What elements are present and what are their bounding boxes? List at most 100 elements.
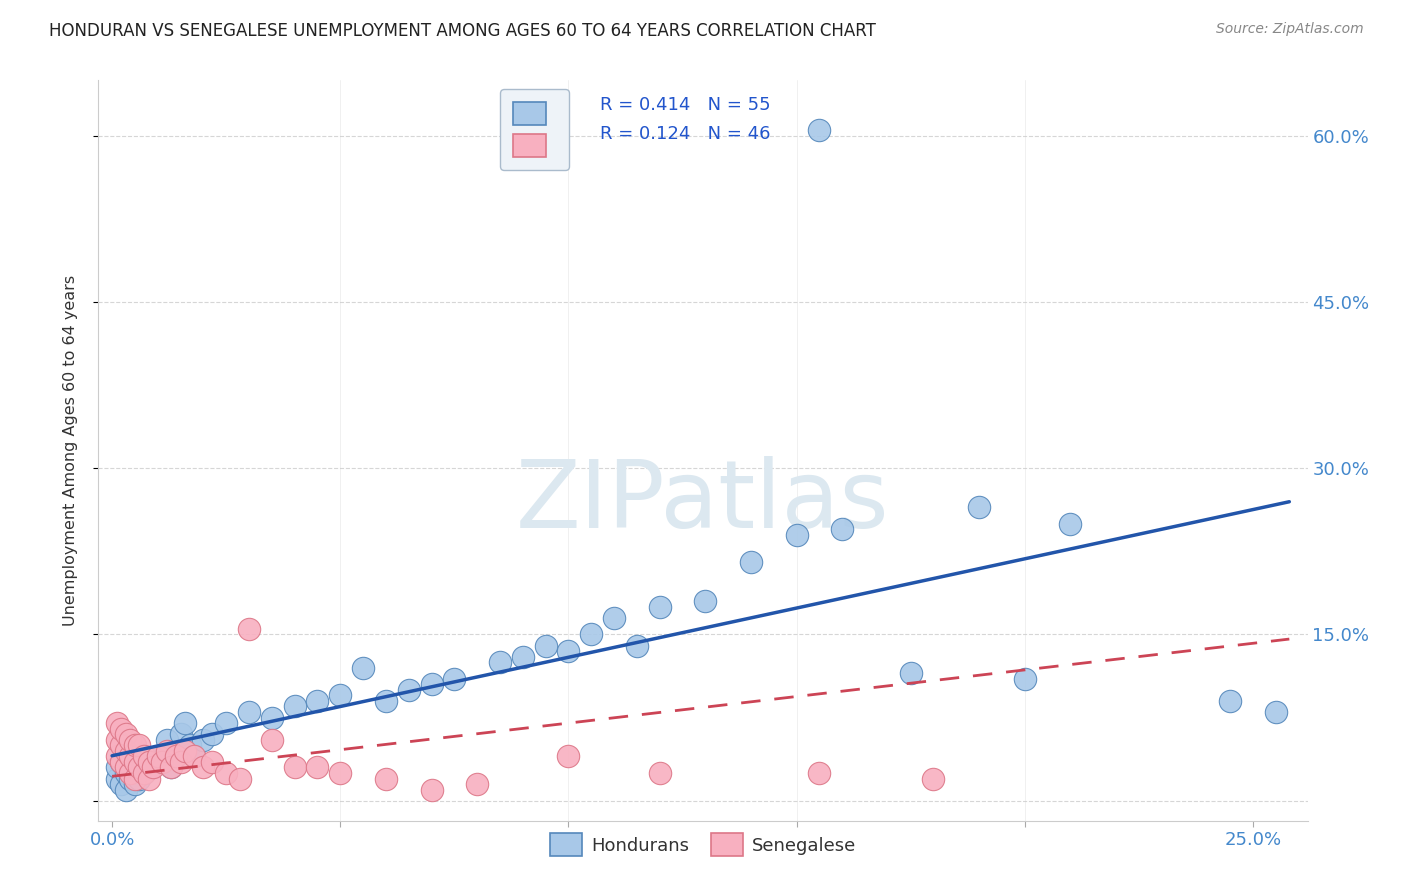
Point xyxy=(695,594,717,608)
Point xyxy=(215,716,238,731)
Point xyxy=(114,727,136,741)
Point xyxy=(922,772,945,786)
Point xyxy=(260,732,283,747)
Point xyxy=(307,760,329,774)
Point xyxy=(215,766,238,780)
Text: Source: ZipAtlas.com: Source: ZipAtlas.com xyxy=(1216,22,1364,37)
Point xyxy=(329,689,352,703)
Point xyxy=(138,772,160,786)
Point xyxy=(124,755,146,769)
Point xyxy=(786,527,808,541)
Point xyxy=(110,777,132,791)
Point xyxy=(465,777,488,791)
Point xyxy=(229,772,252,786)
Point xyxy=(193,760,215,774)
Point xyxy=(165,749,187,764)
Point xyxy=(489,655,512,669)
Point xyxy=(138,755,160,769)
Text: HONDURAN VS SENEGALESE UNEMPLOYMENT AMONG AGES 60 TO 64 YEARS CORRELATION CHART: HONDURAN VS SENEGALESE UNEMPLOYMENT AMON… xyxy=(49,22,876,40)
Point xyxy=(146,749,169,764)
Point xyxy=(124,772,146,786)
Point xyxy=(120,772,142,786)
Point xyxy=(124,777,146,791)
Point xyxy=(128,739,150,753)
Point xyxy=(110,755,132,769)
Point xyxy=(128,760,150,774)
Point xyxy=(138,760,160,774)
Point xyxy=(132,766,155,780)
Point xyxy=(512,649,534,664)
Point xyxy=(1264,705,1286,719)
Point xyxy=(124,766,146,780)
Point xyxy=(183,749,205,764)
Point xyxy=(201,755,224,769)
Point xyxy=(174,744,197,758)
Text: R = 0.414   N = 55: R = 0.414 N = 55 xyxy=(600,95,770,113)
Point xyxy=(374,772,396,786)
Text: R = 0.124   N = 46: R = 0.124 N = 46 xyxy=(600,125,770,143)
Point xyxy=(420,677,443,691)
Point xyxy=(124,739,146,753)
Point xyxy=(142,760,165,774)
Point xyxy=(831,522,853,536)
Point xyxy=(105,760,128,774)
Point xyxy=(238,705,260,719)
Point xyxy=(132,749,155,764)
Point xyxy=(110,739,132,753)
Point xyxy=(603,611,626,625)
Point xyxy=(114,760,136,774)
Point xyxy=(105,716,128,731)
Point xyxy=(114,766,136,780)
Point xyxy=(150,755,173,769)
Point xyxy=(579,627,602,641)
Point xyxy=(352,661,374,675)
Point xyxy=(374,694,396,708)
Point xyxy=(169,755,191,769)
Point xyxy=(648,766,671,780)
Point xyxy=(443,672,465,686)
Point xyxy=(1219,694,1241,708)
Point xyxy=(534,639,557,653)
Point xyxy=(648,599,671,614)
Point xyxy=(120,766,142,780)
Point xyxy=(201,727,224,741)
Point xyxy=(183,749,205,764)
Point xyxy=(179,739,201,753)
Point xyxy=(160,760,183,774)
Point xyxy=(132,766,155,780)
Point xyxy=(142,755,165,769)
Point xyxy=(284,760,307,774)
Text: ZIPatlas: ZIPatlas xyxy=(516,457,890,549)
Legend: Hondurans, Senegalese: Hondurans, Senegalese xyxy=(543,826,863,863)
Point xyxy=(284,699,307,714)
Point xyxy=(307,694,329,708)
Point xyxy=(967,500,990,514)
Point xyxy=(740,555,762,569)
Y-axis label: Unemployment Among Ages 60 to 64 years: Unemployment Among Ages 60 to 64 years xyxy=(63,275,77,626)
Point xyxy=(120,760,142,774)
Point xyxy=(128,760,150,774)
Point xyxy=(808,123,831,137)
Point xyxy=(120,732,142,747)
Point xyxy=(105,732,128,747)
Point xyxy=(114,782,136,797)
Point xyxy=(110,722,132,736)
Point xyxy=(169,727,191,741)
Point xyxy=(120,749,142,764)
Point xyxy=(900,666,922,681)
Point xyxy=(114,744,136,758)
Point xyxy=(156,744,179,758)
Point xyxy=(174,716,197,731)
Point xyxy=(105,772,128,786)
Point xyxy=(105,749,128,764)
Point xyxy=(238,622,260,636)
Point xyxy=(132,749,155,764)
Point xyxy=(156,732,179,747)
Point xyxy=(626,639,648,653)
Point xyxy=(150,755,173,769)
Point xyxy=(260,710,283,724)
Point xyxy=(146,749,169,764)
Point xyxy=(1014,672,1036,686)
Point xyxy=(193,732,215,747)
Point xyxy=(557,644,579,658)
